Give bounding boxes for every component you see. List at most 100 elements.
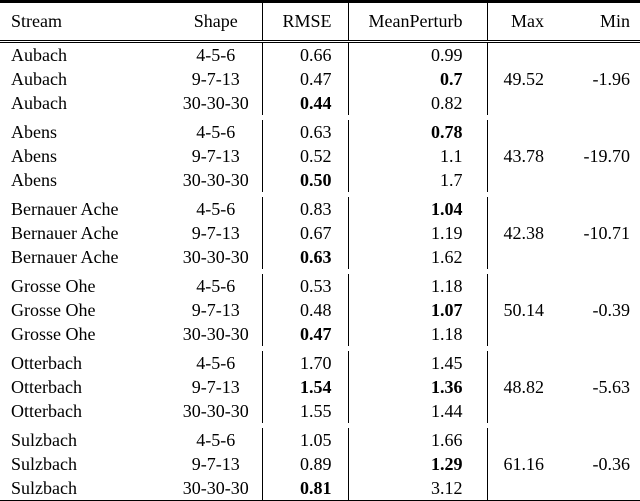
meanperturb-cell: 1.1 [347, 144, 487, 168]
rmse-cell: 0.63 [261, 120, 348, 144]
meanperturb-cell: 1.19 [347, 221, 487, 245]
min-cell: -1.96 [592, 69, 631, 89]
shape-cell: 9-7-13 [191, 223, 240, 243]
shape-cell: 9-7-13 [191, 300, 240, 320]
meanperturb-cell: 1.62 [347, 245, 487, 269]
shape-cell: 4-5-6 [196, 45, 236, 65]
stream-cell: Aubach [11, 69, 67, 89]
meanperturb-cell: 1.36 [347, 375, 487, 399]
shape-cell: 9-7-13 [191, 146, 240, 166]
meanperturb-cell: 0.99 [347, 41, 487, 67]
table-row: Abens 4-5-6 0.63 0.78 43.78 -19.70 [0, 120, 640, 192]
shape-cell: 4-5-6 [196, 353, 236, 373]
table-row: Otterbach 4-5-6 1.70 1.45 48.82 -5.63 [0, 351, 640, 423]
meanperturb-cell: 1.18 [347, 322, 487, 346]
col-header-shape: Shape [170, 1, 262, 43]
rmse-cell: 0.50 [261, 168, 348, 192]
shape-cell: 30-30-30 [182, 247, 249, 267]
meanperturb-cell: 3.12 [347, 476, 487, 501]
stream-cell: Bernauer Ache [11, 199, 119, 219]
table-row: Aubach 30-30-30 0.44 0.82 [0, 91, 640, 115]
rmse-cell: 1.05 [261, 428, 348, 452]
meanperturb-cell: 0.7 [347, 67, 487, 91]
rmse-cell: 0.47 [261, 322, 348, 346]
max-cell: 48.82 [486, 351, 562, 423]
stream-cell: Abens [11, 146, 57, 166]
rmse-cell: 0.47 [261, 67, 348, 91]
meanperturb-cell: 1.04 [347, 197, 487, 221]
table-row: Bernauer Ache 4-5-6 0.83 1.04 42.38 -10.… [0, 197, 640, 269]
table-header-row: Stream Shape RMSE MeanPerturb Max Min [0, 1, 640, 43]
max-cell: 50.14 [486, 274, 562, 346]
meanperturb-cell: 1.44 [347, 399, 487, 423]
table-row: Grosse Ohe 9-7-13 0.48 1.07 [0, 298, 640, 322]
shape-cell: 9-7-13 [191, 69, 240, 89]
meanperturb-cell: 0.78 [347, 120, 487, 144]
table-row: Grosse Ohe 4-5-6 0.53 1.18 50.14 -0.39 [0, 274, 640, 346]
col-header-min: Min [562, 1, 640, 43]
table-row: Abens 30-30-30 0.50 1.7 [0, 168, 640, 192]
table-row: Grosse Ohe 30-30-30 0.47 1.18 [0, 322, 640, 346]
stream-cell: Bernauer Ache [11, 247, 119, 267]
table-row: Abens 9-7-13 0.52 1.1 [0, 144, 640, 168]
stream-cell: Grosse Ohe [11, 276, 96, 296]
shape-cell: 30-30-30 [182, 170, 249, 190]
shape-cell: 4-5-6 [196, 122, 236, 142]
shape-cell: 4-5-6 [196, 276, 236, 296]
rmse-cell: 0.48 [261, 298, 348, 322]
meanperturb-cell: 1.45 [347, 351, 487, 375]
rmse-cell: 1.54 [261, 375, 348, 399]
shape-cell: 9-7-13 [191, 377, 240, 397]
shape-cell: 9-7-13 [191, 454, 240, 474]
rmse-cell: 0.83 [261, 197, 348, 221]
max-cell: 43.78 [486, 120, 562, 192]
rmse-cell: 0.52 [261, 144, 348, 168]
meanperturb-cell: 1.18 [347, 274, 487, 298]
rmse-cell: 0.63 [261, 245, 348, 269]
shape-cell: 4-5-6 [196, 430, 236, 450]
stream-cell: Otterbach [11, 353, 82, 373]
table-row: Otterbach 30-30-30 1.55 1.44 [0, 399, 640, 423]
rmse-cell: 0.81 [261, 476, 348, 501]
stream-cell: Grosse Ohe [11, 324, 96, 344]
stream-cell: Sulzbach [11, 478, 77, 498]
rmse-cell: 0.89 [261, 452, 348, 476]
table-row: Sulzbach 9-7-13 0.89 1.29 [0, 452, 640, 476]
stream-cell: Otterbach [11, 401, 82, 421]
stream-cell: Sulzbach [11, 430, 77, 450]
rmse-cell: 0.67 [261, 221, 348, 245]
rmse-cell: 1.70 [261, 351, 348, 375]
stream-cell: Otterbach [11, 377, 82, 397]
meanperturb-cell: 1.7 [347, 168, 487, 192]
min-cell: -10.71 [583, 223, 631, 243]
meanperturb-cell: 1.07 [347, 298, 487, 322]
min-cell: -0.39 [592, 300, 631, 320]
stream-cell: Aubach [11, 45, 67, 65]
min-cell: -5.63 [592, 377, 631, 397]
table-row: Aubach 4-5-6 0.66 0.99 49.52 -1.96 [0, 41, 640, 115]
col-header-rmse: RMSE [261, 1, 348, 43]
stream-cell: Grosse Ohe [11, 300, 96, 320]
col-header-stream: Stream [0, 1, 170, 43]
shape-cell: 30-30-30 [182, 324, 249, 344]
stream-cell: Abens [11, 122, 57, 142]
rmse-cell: 0.53 [261, 274, 348, 298]
meanperturb-cell: 1.66 [347, 428, 487, 452]
shape-cell: 30-30-30 [182, 401, 249, 421]
table-row: Bernauer Ache 9-7-13 0.67 1.19 [0, 221, 640, 245]
table-row: Sulzbach 30-30-30 0.81 3.12 [0, 476, 640, 501]
min-cell: -0.36 [592, 454, 631, 474]
max-cell: 49.52 [486, 41, 562, 115]
table-row: Bernauer Ache 30-30-30 0.63 1.62 [0, 245, 640, 269]
min-cell: -19.70 [583, 146, 631, 166]
stream-cell: Abens [11, 170, 57, 190]
max-cell: 42.38 [486, 197, 562, 269]
table-row: Otterbach 9-7-13 1.54 1.36 [0, 375, 640, 399]
rmse-cell: 0.66 [261, 41, 348, 67]
col-header-meanperturb: MeanPerturb [347, 1, 487, 43]
max-cell: 61.16 [486, 428, 562, 501]
col-header-max: Max [486, 1, 562, 43]
table-row: Sulzbach 4-5-6 1.05 1.66 61.16 -0.36 [0, 428, 640, 501]
